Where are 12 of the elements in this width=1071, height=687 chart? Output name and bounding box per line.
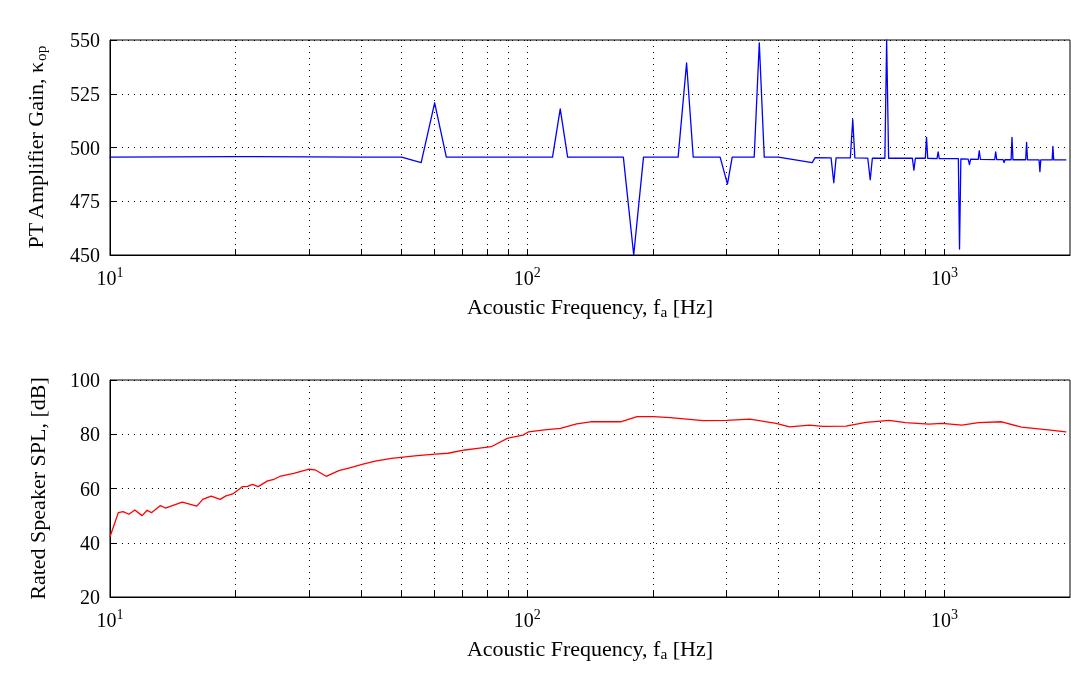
y-tick-label: 40 — [80, 531, 100, 554]
y-tick-label: 475 — [70, 190, 100, 213]
y-tick-label: 20 — [80, 586, 100, 608]
y-tick-label: 100 — [70, 369, 100, 391]
y-tick-label: 80 — [80, 423, 100, 446]
y-axis-title: Rated Speaker SPL, [dB] — [24, 377, 50, 600]
y-tick-label: 450 — [70, 244, 100, 266]
y-tick-label: 525 — [70, 82, 100, 105]
y-tick-label: 550 — [70, 29, 100, 51]
y-tick-label: 60 — [80, 477, 100, 500]
y-tick-label: 500 — [70, 136, 100, 159]
y-axis-title: PT Amplifier Gain, κop — [22, 45, 49, 249]
